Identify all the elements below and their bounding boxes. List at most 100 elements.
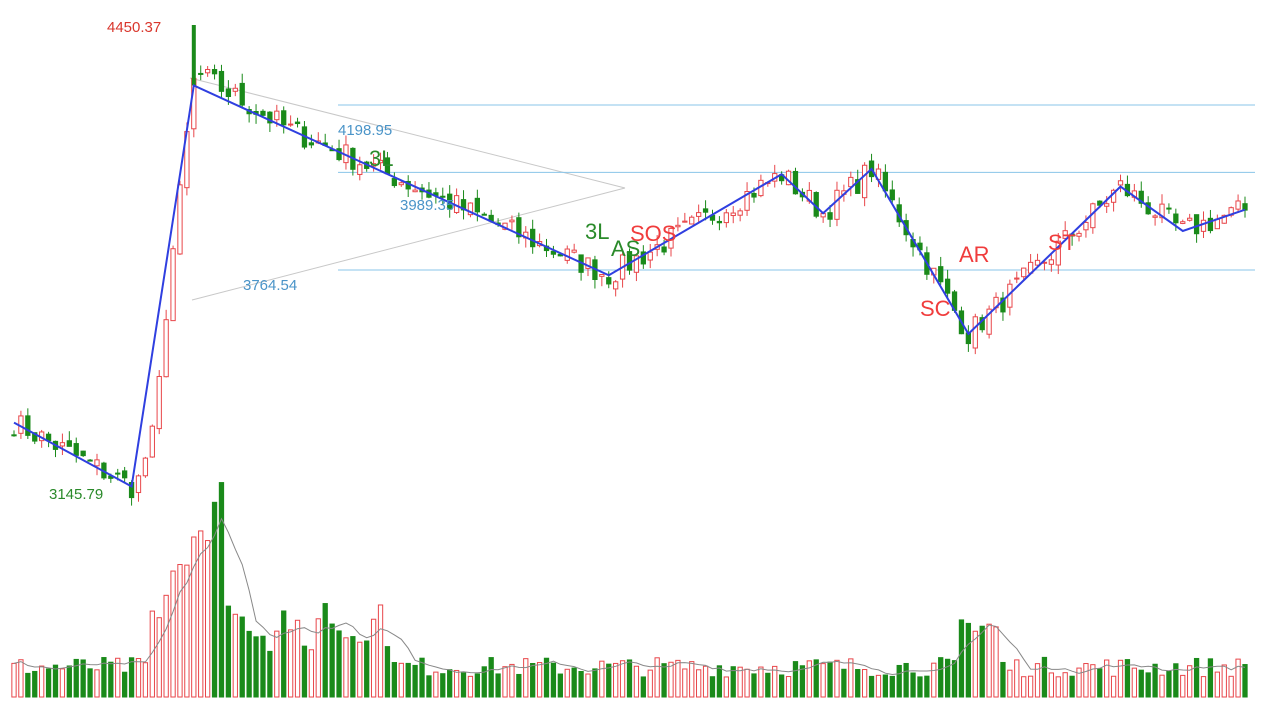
volume-bar [495,673,501,698]
volume-bar [689,661,695,698]
volume-bar [488,657,494,698]
candle-body [647,251,653,261]
candle-body [87,459,93,462]
volume-bar [647,669,653,698]
candle [689,215,695,225]
volume-bar [1055,676,1061,698]
candle-body [640,251,646,265]
volume-bar [1235,658,1241,698]
volume-bar [315,618,321,698]
candle [744,182,750,216]
volume-bar [619,660,626,698]
volume-bar [848,658,854,698]
candle-body [170,248,176,322]
volume-bar [951,660,958,698]
candle-body [751,192,757,198]
volume-bar [122,671,128,698]
candle [1242,196,1248,218]
candle-body [287,123,294,126]
volume-bar [32,670,38,698]
candle [1187,213,1193,222]
volume-bar [543,657,550,698]
volume-bar [972,630,978,698]
volume-bar [198,530,204,698]
candle [944,269,951,299]
volume-bar [903,662,909,698]
volume-bar [1200,676,1207,698]
candle [1021,267,1027,280]
volume-bar [1034,663,1041,698]
candle [308,134,315,149]
candle-body [232,87,238,92]
volume-bar [274,630,280,698]
volume-bar [18,659,24,698]
volume-bar [66,665,72,698]
candle-body [1097,200,1103,206]
volume-bar [1242,664,1248,698]
candle-body [1117,180,1124,186]
volume-bar [1124,659,1131,698]
candle-body [467,202,474,216]
candle-body [225,88,232,98]
candle [239,73,245,109]
volume-bar [530,663,536,698]
volume-bar [370,618,377,698]
candle-body [412,189,418,193]
candle [1214,214,1220,230]
candle-body [80,450,86,457]
candle [571,243,577,254]
volume-bar [80,659,86,698]
candle [647,243,653,269]
volume-bar [910,672,916,698]
volume-bar [799,665,806,698]
candle-body [1021,267,1027,278]
candle-body [1076,232,1082,237]
candle [509,215,515,230]
candle [1138,181,1144,208]
volume-bar [1207,658,1214,698]
candle-body [336,148,342,161]
volume-ma-line [13,517,1246,676]
candle [792,167,799,195]
level-price-label-4198: 4198.95 [338,122,392,139]
candle [1124,175,1131,198]
candle [1014,271,1020,284]
volume-bar [599,660,605,698]
candle [170,245,176,322]
volume-bar [702,665,709,698]
candle [135,474,142,502]
candle-body [1048,259,1055,265]
candle [979,314,985,333]
volume-bar [115,657,121,698]
volume-bar [45,668,52,698]
volume-bar [758,666,764,698]
volume-bar [481,666,487,698]
candle [592,255,598,289]
candle [467,202,474,218]
candle [481,212,487,216]
phase-label-st: ST [1048,230,1076,255]
volume-bar [433,671,439,698]
volume-bar [412,664,418,698]
volume-bar [571,667,577,698]
candle [723,208,729,228]
volume-bar [1173,663,1179,698]
candle-body [675,224,681,228]
candle [702,200,709,221]
volume-bar [1083,663,1089,698]
candle-body [377,159,384,164]
level-price-label-3989: 3989.35 [400,197,454,214]
volume-bar [502,666,508,698]
volume-bar [550,662,557,698]
candle [426,182,432,199]
volume-bar [467,675,474,698]
volume-bar [965,622,972,698]
candle [73,437,79,463]
volume-bar [1214,671,1220,698]
candle-body [32,432,38,442]
candle-body [1138,190,1144,204]
candle-body [25,415,31,436]
volume-bar [184,564,190,698]
candle [889,180,895,203]
candle-body [156,375,162,430]
